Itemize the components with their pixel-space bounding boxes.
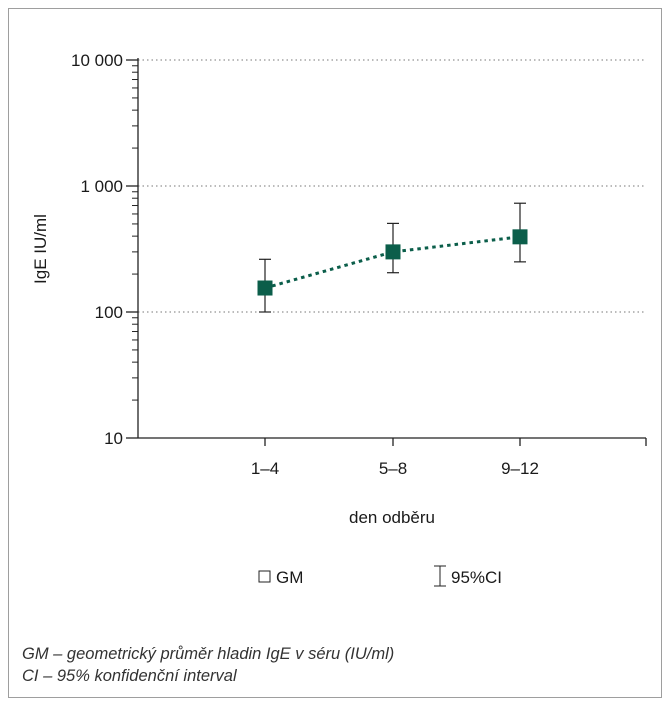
y-tick-label: 10 bbox=[104, 429, 123, 448]
y-tick-label: 1 000 bbox=[80, 177, 123, 196]
data-point bbox=[257, 280, 273, 296]
y-tick-label: 100 bbox=[95, 303, 123, 322]
grid-layer bbox=[138, 59, 646, 313]
legend-gm-marker bbox=[258, 570, 271, 583]
x-axis-label: den odběru bbox=[349, 508, 435, 527]
chart: 10 100 1 000 10 000 1–4 5–8 9–12 den odběru IgE … bbox=[31, 51, 647, 587]
legend: GM 95%CI bbox=[258, 565, 502, 587]
figure-notes: GM – geometrický průměr hladin IgE v sér… bbox=[22, 643, 394, 687]
y-tick-label: 10 000 bbox=[71, 51, 123, 70]
series-line bbox=[264, 235, 521, 290]
axes-layer: 10 100 1 000 10 000 1–4 5–8 9–12 den odběru IgE … bbox=[31, 51, 647, 527]
legend-gm-label: GM bbox=[276, 568, 303, 587]
legend-ci-label: 95%CI bbox=[451, 568, 502, 587]
data-point bbox=[385, 244, 401, 260]
x-tick-label: 9–12 bbox=[501, 459, 539, 478]
data-layer bbox=[257, 202, 528, 313]
note-ci: CI – 95% konfidenční interval bbox=[22, 667, 237, 685]
data-point bbox=[512, 229, 528, 245]
y-axis-label: IgE IU/ml bbox=[31, 214, 50, 284]
figure-frame bbox=[8, 8, 662, 698]
note-gm: GM – geometrický průměr hladin IgE v sér… bbox=[22, 645, 395, 663]
x-tick-label: 1–4 bbox=[251, 459, 279, 478]
x-tick-label: 5–8 bbox=[379, 459, 407, 478]
